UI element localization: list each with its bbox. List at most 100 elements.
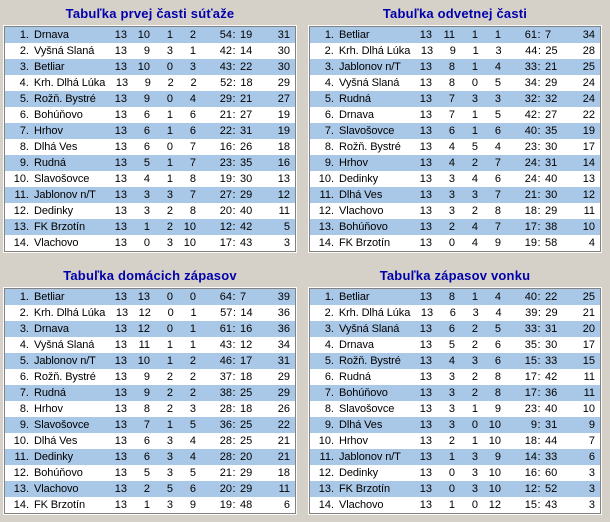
goals-for-cell: 42: [219, 45, 232, 57]
losses-cell: 5: [494, 77, 501, 89]
rank-cell: 8.: [324, 403, 334, 415]
goals-for-cell: 21: [219, 467, 232, 479]
score-colon: :: [232, 291, 236, 303]
rank-cell: 11.: [319, 451, 334, 463]
goals-for-cell: 23: [219, 157, 232, 169]
losses-cell: 10: [183, 237, 196, 249]
team-name-cell: Dlhá Ves: [339, 189, 383, 201]
played-cell: 13: [114, 173, 127, 185]
score-colon: :: [537, 419, 541, 431]
team-name-cell: Krh. Dlhá Lúka: [338, 45, 411, 57]
losses-cell: 6: [494, 339, 501, 351]
team-name-cell: Jablonov n/T: [339, 61, 401, 73]
rank-cell: 12.: [13, 467, 29, 479]
wins-cell: 6: [143, 125, 150, 137]
goals-against-cell: 19: [240, 29, 253, 41]
table-row: 2. Krh. Dlhá Lúka 13 6 3 4 39:29 21: [310, 305, 600, 321]
team-name-cell: Dedinky: [339, 467, 379, 479]
table-row: 13. FK Brzotín 13 1 2 10 12:42 5: [5, 219, 295, 235]
team-name-cell: Slavošovce: [34, 173, 90, 185]
losses-cell: 10: [488, 483, 501, 495]
played-cell: 13: [114, 435, 127, 447]
losses-cell: 8: [494, 371, 501, 383]
wins-cell: 2: [143, 483, 150, 495]
draws-cell: 3: [166, 467, 173, 479]
score-colon: :: [537, 307, 541, 319]
score-colon: :: [232, 125, 236, 137]
goals-for-cell: 16: [219, 141, 232, 153]
losses-cell: 10: [488, 467, 501, 479]
played-cell: 13: [419, 323, 432, 335]
played-cell: 13: [419, 157, 432, 169]
points-cell: 29: [277, 387, 290, 399]
score-colon: :: [537, 141, 541, 153]
rank-cell: 14.: [13, 237, 29, 249]
rank-cell: 11.: [14, 451, 29, 463]
team-name-cell: Vyšná Slaná: [34, 339, 95, 351]
goals-for-cell: 42: [524, 109, 537, 121]
goals-for-cell: 18: [524, 205, 537, 217]
goals-against-cell: 38: [545, 221, 558, 233]
wins-cell: 3: [143, 189, 150, 201]
points-cell: 19: [277, 109, 290, 121]
goals-for-cell: 24: [524, 157, 537, 169]
points-cell: 20: [582, 323, 595, 335]
losses-cell: 8: [189, 173, 196, 185]
goals-for-cell: 61: [524, 29, 537, 41]
rank-cell: 12.: [318, 467, 334, 479]
rank-cell: 14.: [13, 499, 29, 511]
played-cell: 13: [114, 323, 127, 335]
table-row: 5. Rožň. Bystré 13 4 3 6 15:33 15: [310, 353, 600, 369]
goals-against-cell: 25: [545, 45, 558, 57]
played-cell: 13: [419, 205, 432, 217]
wins-cell: 9: [143, 371, 150, 383]
wins-cell: 11: [443, 29, 455, 41]
table-row: 10. Slavošovce 13 4 1 8 19:30 13: [5, 171, 295, 187]
score-colon: :: [537, 483, 541, 495]
losses-cell: 6: [494, 355, 501, 367]
played-cell: 13: [419, 189, 432, 201]
draws-cell: 1: [471, 109, 478, 121]
played-cell: 13: [419, 77, 432, 89]
goals-against-cell: 31: [545, 419, 558, 431]
score-colon: :: [232, 499, 236, 511]
wins-cell: 1: [448, 499, 455, 511]
table-row: 12. Dedinky 13 0 3 10 16:60 3: [310, 465, 600, 481]
team-name-cell: Vlachovo: [339, 205, 384, 217]
losses-cell: 4: [494, 291, 501, 303]
table-row: 8. Dlhá Ves 13 6 0 7 16:26 18: [5, 139, 295, 155]
score-colon: :: [232, 61, 236, 73]
losses-cell: 4: [495, 307, 502, 319]
wins-cell: 9: [143, 387, 150, 399]
played-cell: 13: [419, 339, 432, 351]
played-cell: 13: [419, 371, 432, 383]
table-row: 10. Hrhov 13 2 1 10 18:44 7: [310, 433, 600, 449]
score-colon: :: [537, 291, 541, 303]
draws-cell: 1: [166, 109, 173, 121]
goals-for-cell: 12: [524, 483, 537, 495]
team-name-cell: Vyšná Slaná: [339, 323, 400, 335]
rank-cell: 14.: [318, 237, 334, 249]
played-cell: 13: [419, 467, 432, 479]
goals-against-cell: 18: [240, 371, 253, 383]
losses-cell: 3: [189, 61, 196, 73]
wins-cell: 0: [448, 467, 455, 479]
draws-cell: 3: [471, 483, 478, 495]
played-cell: 13: [419, 451, 432, 463]
rank-cell: 4.: [324, 77, 334, 89]
table-body: 1. Betliar 13 13 0 0 64:7 39 2. Krh. Dlhá Lúka 13 1…: [5, 289, 295, 513]
played-cell: 13: [420, 45, 434, 57]
draws-cell: 4: [471, 173, 478, 185]
played-cell: 13: [114, 403, 127, 415]
points-cell: 19: [582, 125, 595, 137]
goals-against-cell: 42: [545, 371, 558, 383]
goals-for-cell: 38: [219, 387, 232, 399]
goals-for-cell: 19: [524, 237, 537, 249]
wins-cell: 0: [143, 237, 150, 249]
goals-for-cell: 28: [219, 451, 232, 463]
goals-against-cell: 35: [545, 125, 558, 137]
goals-against-cell: 60: [545, 467, 558, 479]
table-row: 10. Dedinky 13 3 4 6 24:40 13: [310, 171, 600, 187]
goals-for-cell: 21: [524, 189, 537, 201]
played-cell: 13: [114, 125, 127, 137]
